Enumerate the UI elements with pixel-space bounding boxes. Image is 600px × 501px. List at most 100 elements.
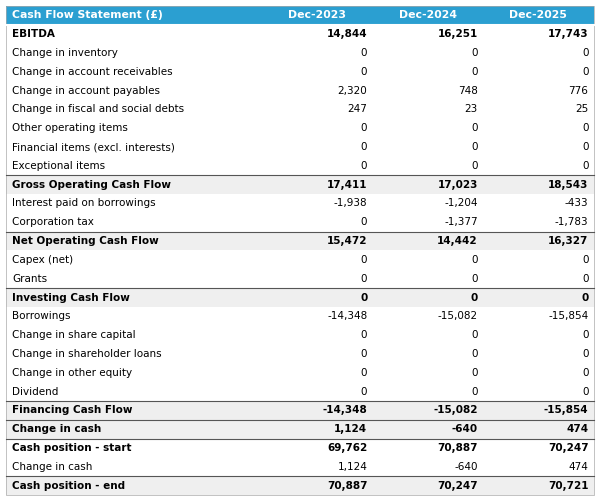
Text: 0: 0 bbox=[361, 387, 367, 397]
Text: 14,844: 14,844 bbox=[326, 29, 367, 39]
Text: 0: 0 bbox=[361, 349, 367, 359]
Text: 0: 0 bbox=[472, 255, 478, 265]
Text: 474: 474 bbox=[566, 424, 589, 434]
Text: 17,411: 17,411 bbox=[327, 180, 367, 190]
Bar bbox=[6, 63, 594, 81]
Text: 0: 0 bbox=[582, 349, 589, 359]
Text: Financing Cash Flow: Financing Cash Flow bbox=[12, 405, 133, 415]
Bar bbox=[6, 363, 594, 382]
Bar bbox=[6, 401, 594, 420]
Text: 69,762: 69,762 bbox=[327, 443, 367, 453]
Bar bbox=[6, 270, 594, 288]
Text: Borrowings: Borrowings bbox=[12, 311, 71, 321]
Text: 0: 0 bbox=[472, 123, 478, 133]
Text: 0: 0 bbox=[472, 67, 478, 77]
Text: 0: 0 bbox=[472, 161, 478, 171]
Text: 14,442: 14,442 bbox=[437, 236, 478, 246]
Bar bbox=[6, 25, 594, 44]
Bar bbox=[6, 345, 594, 363]
Text: -15,854: -15,854 bbox=[544, 405, 589, 415]
Bar bbox=[6, 382, 594, 401]
Text: 474: 474 bbox=[569, 462, 589, 472]
Bar bbox=[6, 175, 594, 194]
Text: Change in account receivables: Change in account receivables bbox=[12, 67, 173, 77]
Text: 25: 25 bbox=[575, 104, 589, 114]
Text: Investing Cash Flow: Investing Cash Flow bbox=[12, 293, 130, 303]
Text: Dec-2024: Dec-2024 bbox=[398, 11, 457, 21]
Text: 0: 0 bbox=[361, 255, 367, 265]
Text: Corporation tax: Corporation tax bbox=[12, 217, 94, 227]
Bar bbox=[6, 250, 594, 270]
Text: 748: 748 bbox=[458, 86, 478, 96]
Text: Financial items (excl. interests): Financial items (excl. interests) bbox=[12, 142, 175, 152]
Text: 0: 0 bbox=[582, 368, 589, 378]
Text: Capex (net): Capex (net) bbox=[12, 255, 73, 265]
Text: 0: 0 bbox=[472, 330, 478, 340]
Text: 0: 0 bbox=[582, 255, 589, 265]
Text: 0: 0 bbox=[472, 368, 478, 378]
Text: 2,320: 2,320 bbox=[338, 86, 367, 96]
Text: Change in share capital: Change in share capital bbox=[12, 330, 136, 340]
Text: Exceptional items: Exceptional items bbox=[12, 161, 105, 171]
Text: 15,472: 15,472 bbox=[327, 236, 367, 246]
Text: 0: 0 bbox=[472, 142, 478, 152]
Text: 1,124: 1,124 bbox=[337, 462, 367, 472]
Text: 70,247: 70,247 bbox=[548, 443, 589, 453]
Text: 0: 0 bbox=[361, 123, 367, 133]
Text: 16,327: 16,327 bbox=[548, 236, 589, 246]
Text: Dec-2023: Dec-2023 bbox=[288, 11, 346, 21]
Text: 0: 0 bbox=[361, 161, 367, 171]
Text: 17,743: 17,743 bbox=[548, 29, 589, 39]
Text: 70,887: 70,887 bbox=[437, 443, 478, 453]
Text: Other operating items: Other operating items bbox=[12, 123, 128, 133]
Text: 0: 0 bbox=[582, 274, 589, 284]
Text: EBITDA: EBITDA bbox=[12, 29, 55, 39]
Text: -640: -640 bbox=[452, 424, 478, 434]
Bar bbox=[6, 231, 594, 250]
Bar bbox=[6, 457, 594, 476]
Text: -640: -640 bbox=[454, 462, 478, 472]
Text: -1,783: -1,783 bbox=[555, 217, 589, 227]
Text: -15,082: -15,082 bbox=[433, 405, 478, 415]
Bar bbox=[6, 420, 594, 438]
Text: Cash position - end: Cash position - end bbox=[12, 480, 125, 490]
Text: -14,348: -14,348 bbox=[327, 311, 367, 321]
Bar bbox=[6, 476, 594, 495]
Text: Net Operating Cash Flow: Net Operating Cash Flow bbox=[12, 236, 159, 246]
Text: 247: 247 bbox=[347, 104, 367, 114]
Text: Dividend: Dividend bbox=[12, 387, 58, 397]
Text: 0: 0 bbox=[472, 349, 478, 359]
Text: -14,348: -14,348 bbox=[323, 405, 367, 415]
Bar bbox=[6, 438, 594, 457]
Text: Change in cash: Change in cash bbox=[12, 424, 101, 434]
Text: 1,124: 1,124 bbox=[334, 424, 367, 434]
Text: -15,854: -15,854 bbox=[548, 311, 589, 321]
Bar bbox=[6, 100, 594, 119]
Text: 0: 0 bbox=[360, 293, 367, 303]
Bar bbox=[6, 44, 594, 63]
Text: 0: 0 bbox=[470, 293, 478, 303]
Text: Change in shareholder loans: Change in shareholder loans bbox=[12, 349, 161, 359]
Text: 70,721: 70,721 bbox=[548, 480, 589, 490]
Text: -1,938: -1,938 bbox=[334, 198, 367, 208]
Text: 0: 0 bbox=[361, 217, 367, 227]
Bar bbox=[6, 326, 594, 345]
Text: Change in inventory: Change in inventory bbox=[12, 48, 118, 58]
Text: 0: 0 bbox=[582, 67, 589, 77]
Bar bbox=[6, 81, 594, 100]
Bar bbox=[6, 119, 594, 138]
Text: 16,251: 16,251 bbox=[437, 29, 478, 39]
Text: Cash Flow Statement (£): Cash Flow Statement (£) bbox=[12, 11, 163, 21]
Text: 70,247: 70,247 bbox=[437, 480, 478, 490]
Text: Grants: Grants bbox=[12, 274, 47, 284]
Text: 0: 0 bbox=[361, 67, 367, 77]
Text: Cash position - start: Cash position - start bbox=[12, 443, 131, 453]
Bar bbox=[6, 307, 594, 326]
Text: 0: 0 bbox=[361, 142, 367, 152]
Bar bbox=[6, 138, 594, 156]
Text: -433: -433 bbox=[565, 198, 589, 208]
Text: 0: 0 bbox=[582, 48, 589, 58]
Text: 0: 0 bbox=[472, 387, 478, 397]
Bar bbox=[6, 194, 594, 213]
Text: 0: 0 bbox=[361, 48, 367, 58]
